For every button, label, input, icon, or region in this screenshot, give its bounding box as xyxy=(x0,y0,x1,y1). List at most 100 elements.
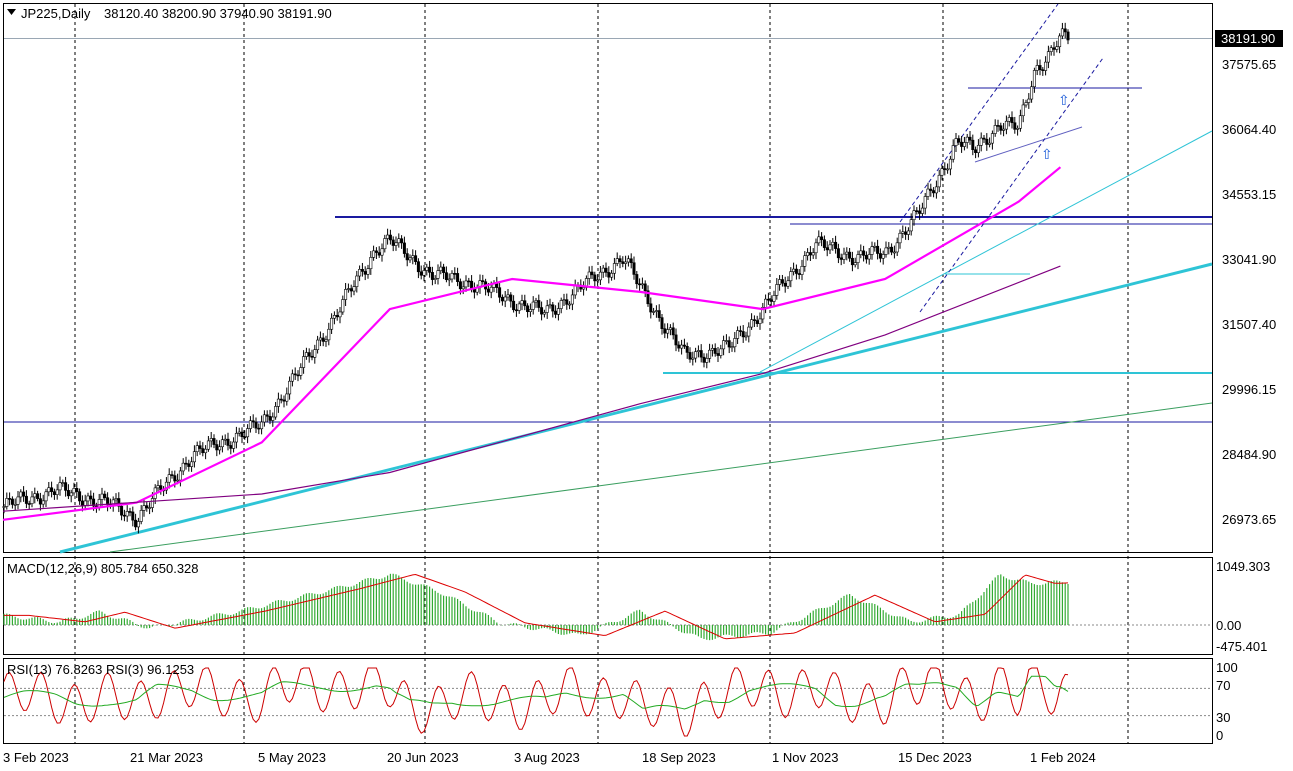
price-axis: 37575.65 36064.40 34553.15 33041.90 3150… xyxy=(1215,30,1283,527)
date-axis: 3 Feb 2023 21 Mar 2023 5 May 2023 20 Jun… xyxy=(3,750,1096,765)
candle-body xyxy=(817,236,821,244)
candle-body xyxy=(338,311,342,318)
candle-body xyxy=(251,420,255,423)
candle-body xyxy=(5,498,9,507)
dropdown-triangle-icon[interactable] xyxy=(7,9,16,15)
candle-body xyxy=(498,287,502,298)
candle-body xyxy=(836,248,840,259)
candle-body xyxy=(932,190,936,194)
candle-body xyxy=(1035,65,1039,71)
price-tick: 37575.65 xyxy=(1222,57,1276,72)
candle-body xyxy=(559,300,563,309)
candle-body xyxy=(170,474,174,476)
candle-body xyxy=(727,340,731,348)
candle-body xyxy=(624,261,628,264)
candle-body xyxy=(831,241,835,246)
price-tick: 36064.40 xyxy=(1222,122,1276,137)
macd-pane[interactable] xyxy=(3,557,1213,655)
candle-body xyxy=(220,439,224,448)
candle-body xyxy=(657,310,661,318)
candle-body xyxy=(820,236,824,241)
candle-body xyxy=(506,294,510,298)
candle-body xyxy=(276,398,280,407)
candle-body xyxy=(856,254,860,263)
candle-body xyxy=(845,251,849,255)
candle-body xyxy=(736,330,740,339)
candle-body xyxy=(106,497,110,506)
candle-body xyxy=(372,250,376,258)
rsi-tick: 70 xyxy=(1216,678,1230,693)
candle-body xyxy=(920,207,924,214)
candle-body xyxy=(41,500,45,505)
candle-body xyxy=(607,272,611,278)
candle-body xyxy=(878,253,882,259)
candle-body xyxy=(864,255,868,260)
price-tick: 34553.15 xyxy=(1222,187,1276,202)
candle-body xyxy=(635,274,639,285)
price-pane[interactable] xyxy=(3,3,1213,553)
candle-body xyxy=(156,485,160,489)
candle-body xyxy=(937,174,941,188)
candle-body xyxy=(405,253,409,261)
price-tick: 31507.40 xyxy=(1222,317,1276,332)
candle-body xyxy=(520,300,524,305)
candle-body xyxy=(414,255,418,262)
ma-fast-line xyxy=(2,166,1062,521)
candle-body xyxy=(44,491,48,502)
candle-body xyxy=(979,137,983,146)
candle-body xyxy=(1044,61,1048,71)
candle-body xyxy=(366,268,370,275)
candle-body xyxy=(321,337,325,342)
candle-body xyxy=(1007,117,1011,122)
candle-body xyxy=(962,142,966,147)
candle-body xyxy=(47,487,51,493)
candle-body xyxy=(789,271,793,282)
up-arrow-icon: ⇧ xyxy=(1058,92,1070,108)
candle-body xyxy=(324,339,328,342)
candle-body xyxy=(713,348,717,354)
candle-body xyxy=(279,398,283,401)
candle-body xyxy=(909,219,913,232)
candle-body xyxy=(1063,28,1067,33)
candle-body xyxy=(618,258,622,262)
ohlc-readout: 38120.40 38200.90 37940.90 38191.90 xyxy=(104,6,332,21)
candle-body xyxy=(486,288,490,293)
candle-body xyxy=(587,271,591,279)
candle-body xyxy=(850,257,854,266)
candle-body xyxy=(730,346,734,349)
candle-body xyxy=(691,357,695,360)
candle-body xyxy=(425,266,429,271)
candle-body xyxy=(447,278,451,281)
candle-body xyxy=(209,438,213,442)
candle-body xyxy=(750,319,754,328)
candle-body xyxy=(201,448,205,454)
candle-body xyxy=(470,280,474,289)
candle-body xyxy=(685,345,689,353)
candle-body xyxy=(30,496,34,504)
price-tick: 29996.15 xyxy=(1222,382,1276,397)
candle-body xyxy=(640,283,644,286)
candle-body xyxy=(926,188,930,197)
candle-body xyxy=(243,436,247,438)
candle-body xyxy=(990,133,994,144)
candle-body xyxy=(985,138,989,145)
candle-body xyxy=(626,258,630,263)
candle-body xyxy=(808,252,812,256)
candle-body xyxy=(621,261,625,264)
candle-body xyxy=(632,262,636,275)
candle-body xyxy=(643,283,647,292)
candle-body xyxy=(895,242,899,253)
candle-body xyxy=(8,498,12,500)
candle-body xyxy=(461,286,465,290)
current-price-box xyxy=(1215,30,1283,47)
candle-body xyxy=(943,168,947,170)
macd-tick: 0.00 xyxy=(1216,618,1241,633)
rsi-tick: 100 xyxy=(1216,660,1238,675)
candle-body xyxy=(971,139,975,150)
candle-body xyxy=(764,298,768,308)
date-tick: 20 Jun 2023 xyxy=(387,750,459,765)
candle-body xyxy=(257,427,261,430)
candle-body xyxy=(304,352,308,357)
rsi-pane[interactable] xyxy=(3,658,1213,744)
